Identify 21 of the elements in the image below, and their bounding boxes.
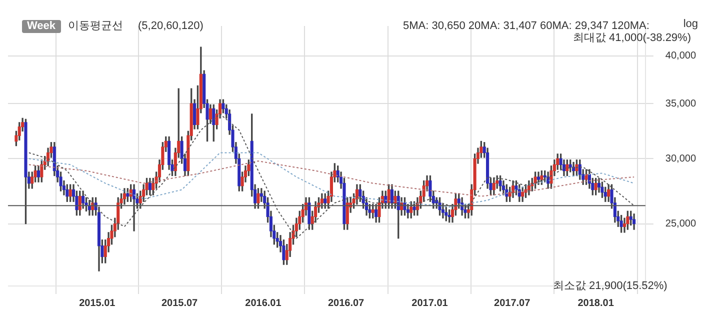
line-series (28, 152, 635, 208)
y-axis-title: log (683, 18, 698, 30)
x-tick-label: 2017.01 (412, 298, 448, 309)
x-tick-label: 2017.07 (494, 298, 531, 309)
x-tick-label: 2016.07 (328, 298, 365, 309)
x-tick-label: 2015.01 (79, 298, 116, 309)
y-tick-label: 30,000 (665, 153, 696, 164)
annotation: 이동평균선 (68, 20, 123, 33)
annotation: 최소값 21,900(15.52%) (553, 280, 668, 293)
line-series (28, 160, 635, 197)
y-tick-label: 40,000 (665, 50, 696, 62)
annotation: 5MA: 30,650 20MA: 31,407 60MA: 29,347 120MA: (403, 20, 650, 32)
candlestick (132, 184, 136, 232)
x-tick-label: 2015.07 (161, 298, 198, 309)
x-tick-label: 2018.01 (578, 298, 614, 309)
annotation: (5,20,60,120) (138, 20, 204, 33)
y-tick-label: 35,000 (665, 98, 696, 110)
y-tick-label: 25,000 (665, 218, 696, 230)
annotation: 최대값 41,000(-38.29%) (573, 32, 691, 45)
x-tick-label: 2016.01 (245, 298, 282, 309)
annotation: Week (22, 20, 61, 33)
